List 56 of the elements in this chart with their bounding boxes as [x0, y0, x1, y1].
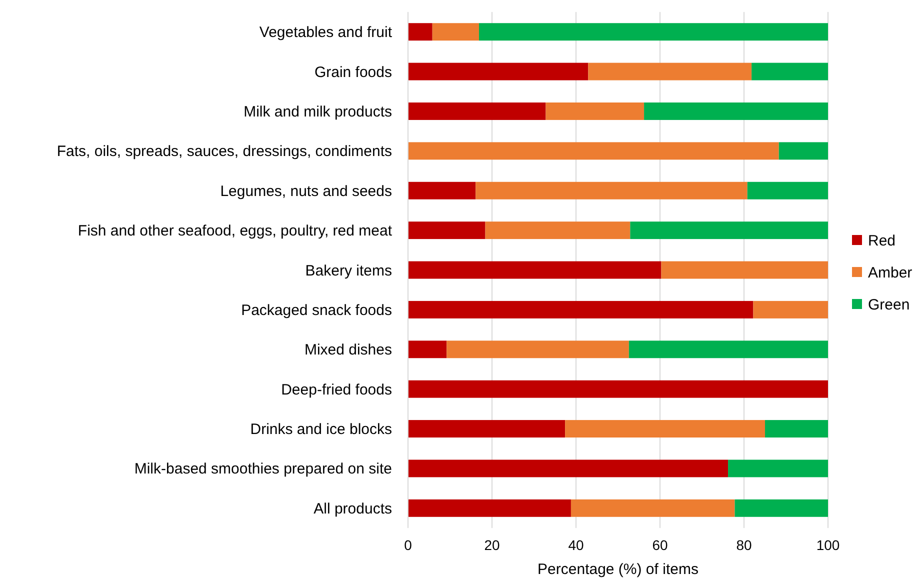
y-tick-label: Fats, oils, spreads, sauces, dressings, condiments: [56, 143, 392, 160]
bar: [630, 222, 828, 240]
y-tick-label: Deep-fried foods: [281, 381, 392, 398]
bar: [778, 142, 828, 160]
bar: [408, 499, 571, 517]
bar: [408, 222, 486, 240]
bar: [752, 62, 828, 80]
bar: [570, 499, 735, 517]
bar: [408, 340, 447, 358]
y-tick-label: Bakery items: [305, 262, 392, 280]
bar: [432, 23, 479, 41]
bar: [408, 380, 828, 398]
bar: [546, 102, 644, 120]
y-tick-label: Fish and other seafood, eggs, poultry, red meat: [78, 222, 393, 240]
y-tick-label: All products: [314, 500, 392, 518]
bar: [661, 261, 828, 279]
y-tick-label: Packaged snack foods: [241, 302, 392, 319]
x-tick-label: 60: [652, 537, 668, 553]
y-tick-label: Vegetables and fruit: [259, 24, 393, 42]
legend-label: Green: [868, 296, 910, 314]
bar: [753, 300, 828, 318]
bar: [747, 182, 828, 200]
bar: [446, 340, 629, 358]
bar: [408, 102, 546, 120]
y-tick-label: Grain foods: [314, 64, 392, 81]
x-tick-label: 0: [404, 537, 412, 553]
bar: [408, 460, 728, 478]
bar: [408, 62, 588, 80]
x-tick-label: 80: [736, 537, 752, 553]
bar: [734, 499, 828, 517]
bar: [565, 420, 765, 438]
y-tick-label: Drinks and ice blocks: [250, 421, 392, 438]
y-tick-label: Milk-based smoothies prepared on site: [134, 460, 392, 478]
bar: [408, 182, 476, 200]
x-tick-label: 100: [816, 537, 840, 553]
y-tick-label: Milk and milk products: [244, 103, 392, 120]
bar: [476, 182, 748, 200]
y-tick-label: Legumes, nuts and seeds: [220, 182, 392, 200]
x-tick-label: 20: [484, 537, 500, 553]
bar: [644, 102, 828, 120]
bar: [588, 62, 752, 80]
bar: [408, 420, 566, 438]
x-tick-label: 40: [568, 537, 584, 553]
bar: [408, 261, 662, 279]
bar: [728, 460, 828, 478]
bar: [478, 23, 828, 41]
bar: [628, 340, 828, 358]
legend-label: Red: [868, 232, 896, 250]
bar: [765, 420, 828, 438]
bar: [408, 300, 754, 318]
bar: [408, 142, 779, 160]
bar: [408, 23, 432, 41]
x-axis-title: Percentage (%) of items: [538, 561, 698, 578]
y-tick-label: Mixed dishes: [304, 342, 392, 359]
legend-label: Amber: [868, 264, 912, 282]
bar: [485, 222, 630, 240]
